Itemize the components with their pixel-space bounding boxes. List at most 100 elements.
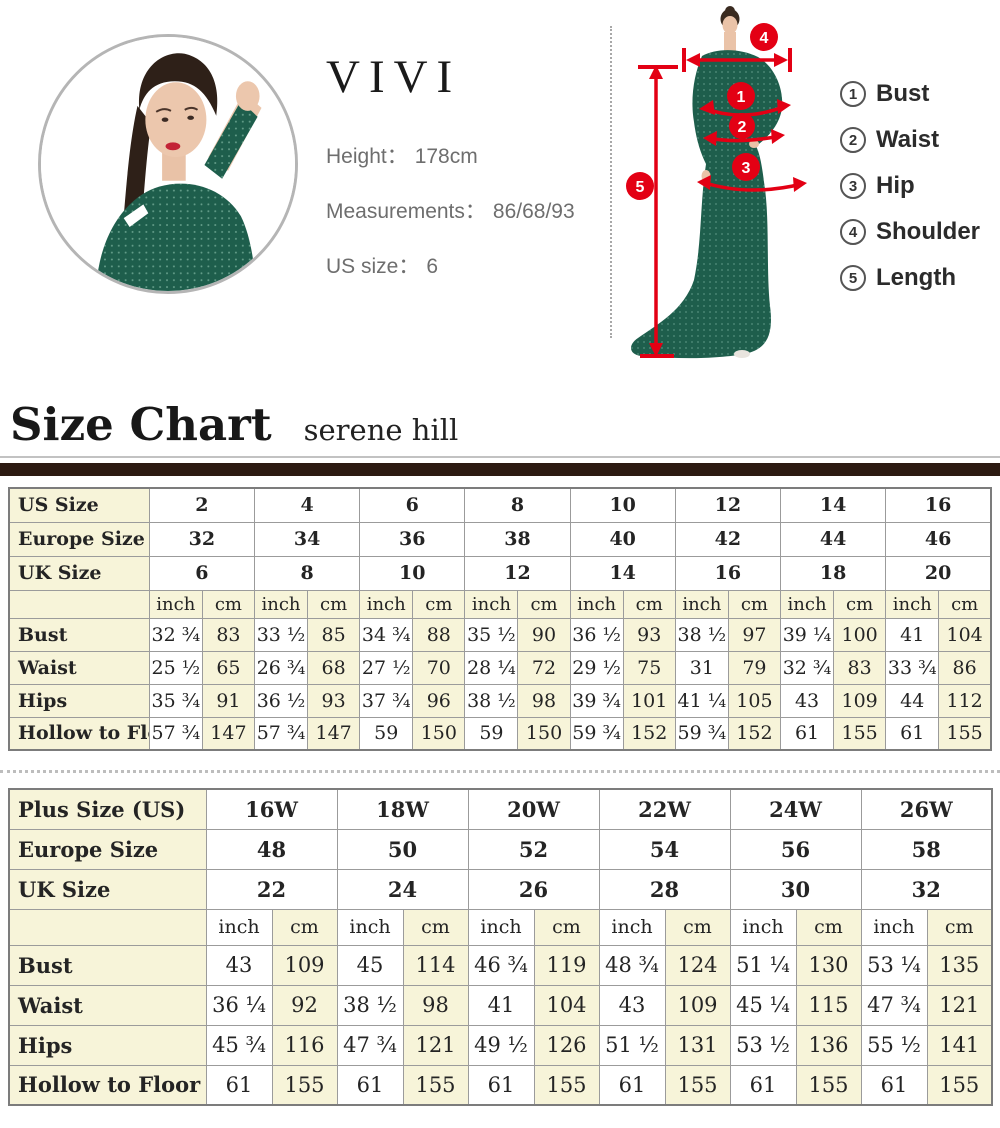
size-cell: 48 xyxy=(205,828,338,870)
length-arrow xyxy=(638,65,678,358)
legend-label: Length xyxy=(876,264,956,291)
size-cell: 20W xyxy=(467,788,600,830)
measure-cell: 31 xyxy=(674,650,729,685)
measure-cell: 96 xyxy=(412,683,466,718)
shoulder-arrow xyxy=(682,48,792,72)
size-cell: 12 xyxy=(674,487,781,523)
unit-cell: inch xyxy=(467,908,535,946)
dress-diagram: 1 2 3 4 5 xyxy=(626,6,807,359)
measure-cell: 86 xyxy=(938,650,992,685)
measure-cell: 75 xyxy=(622,650,676,685)
measure-cell: 61 xyxy=(598,1064,666,1106)
row-label: Bust xyxy=(8,617,150,652)
measure-cell: 57 ¾ xyxy=(253,716,309,751)
info-line: Measurements： 86/68/93 xyxy=(326,195,575,225)
row-label: Europe Size xyxy=(8,521,150,557)
measure-cell: 147 xyxy=(307,716,361,751)
row-label: Bust xyxy=(8,944,207,986)
row-label: Waist xyxy=(8,650,150,685)
legend-number: 4 xyxy=(840,219,866,245)
measure-cell: 61 xyxy=(860,1064,928,1106)
legend-label: Shoulder xyxy=(876,218,981,245)
size-chart-heading: Size Chart serene hill xyxy=(10,398,1000,451)
row-label: UK Size xyxy=(8,555,150,591)
row-label: US Size xyxy=(8,487,150,523)
diagram-badge-4-num: 4 xyxy=(760,30,769,47)
measure-cell: 109 xyxy=(664,984,731,1026)
unit-cell: inch xyxy=(148,589,203,619)
size-cell: 36 xyxy=(359,521,466,557)
size-cell: 14 xyxy=(569,555,676,591)
size-chart-title: Size Chart xyxy=(10,398,272,451)
measure-cell: 61 xyxy=(336,1064,404,1106)
size-cell: 14 xyxy=(779,487,887,523)
measure-cell: 83 xyxy=(833,650,887,685)
size-cell: 46 xyxy=(885,521,992,557)
measurement-legend: 1 Bust 2 Waist 3 Hip 4 Shoulder 5 Length xyxy=(840,80,980,310)
measure-cell: 150 xyxy=(517,716,571,751)
size-cell: 58 xyxy=(860,828,993,870)
measure-cell: 155 xyxy=(533,1064,600,1106)
measure-cell: 47 ¾ xyxy=(336,1024,404,1066)
unit-cell: cm xyxy=(833,589,887,619)
size-cell: 18 xyxy=(779,555,887,591)
heading-rule-thick xyxy=(0,463,1000,476)
size-cell: 16W xyxy=(205,788,338,830)
legend-label: Hip xyxy=(876,172,915,199)
size-cell: 26 xyxy=(467,868,600,910)
measure-cell: 43 xyxy=(205,944,273,986)
measurement-diagram: 1 2 3 4 5 xyxy=(618,4,836,374)
info-label: Measurements： xyxy=(326,200,486,223)
measure-cell: 155 xyxy=(402,1064,469,1106)
plus-size-table: Plus Size (US) 16W 18W 20W 22W 24W 26W Europe S… xyxy=(8,788,993,1106)
brand-title: VIVI xyxy=(326,51,462,103)
measure-cell: 59 xyxy=(464,716,519,751)
measure-cell: 124 xyxy=(664,944,731,986)
measure-cell: 45 xyxy=(336,944,404,986)
measure-cell: 101 xyxy=(622,683,676,718)
measure-cell: 61 xyxy=(729,1064,797,1106)
unit-cell: cm xyxy=(533,908,600,946)
size-cell: 44 xyxy=(779,521,887,557)
measure-cell: 126 xyxy=(533,1024,600,1066)
measure-cell: 105 xyxy=(727,683,781,718)
unit-cell: cm xyxy=(938,589,992,619)
measure-cell: 41 xyxy=(885,617,940,652)
measure-cell: 155 xyxy=(938,716,992,751)
measure-cell: 98 xyxy=(402,984,469,1026)
measure-cell: 136 xyxy=(795,1024,862,1066)
measure-cell: 104 xyxy=(533,984,600,1026)
measure-cell: 155 xyxy=(795,1064,862,1106)
measure-cell: 32 ¾ xyxy=(779,650,835,685)
measure-cell: 92 xyxy=(271,984,338,1026)
measure-cell: 29 ½ xyxy=(569,650,624,685)
measure-cell: 79 xyxy=(727,650,781,685)
diagram-badges: 1 2 3 4 5 xyxy=(626,23,778,200)
measure-cell: 121 xyxy=(402,1024,469,1066)
size-cell: 16 xyxy=(885,487,992,523)
measure-cell: 152 xyxy=(622,716,676,751)
measure-cell: 38 ½ xyxy=(464,683,519,718)
measure-cell: 90 xyxy=(517,617,571,652)
vertical-dotted-divider xyxy=(610,26,612,338)
measure-cell: 130 xyxy=(795,944,862,986)
measure-cell: 65 xyxy=(201,650,255,685)
waist-arrow xyxy=(703,129,785,146)
measure-cell: 48 ¾ xyxy=(598,944,666,986)
measure-cell: 114 xyxy=(402,944,469,986)
measure-cell: 41 xyxy=(467,984,535,1026)
portrait-face xyxy=(145,82,207,181)
unit-cell: inch xyxy=(253,589,309,619)
measure-cell: 32 ¾ xyxy=(148,617,203,652)
unit-cell: cm xyxy=(926,908,993,946)
measure-cell: 135 xyxy=(926,944,993,986)
size-cell: 56 xyxy=(729,828,862,870)
measure-cell: 43 xyxy=(598,984,666,1026)
measure-cell: 27 ½ xyxy=(359,650,414,685)
diagram-badge-5-num: 5 xyxy=(636,179,645,196)
size-cell: 8 xyxy=(464,487,571,523)
measure-cell: 61 xyxy=(885,716,940,751)
measure-cell: 115 xyxy=(795,984,862,1026)
model-info: Height： 178cm Measurements： 86/68/93 US si… xyxy=(326,140,575,305)
measure-cell: 109 xyxy=(271,944,338,986)
